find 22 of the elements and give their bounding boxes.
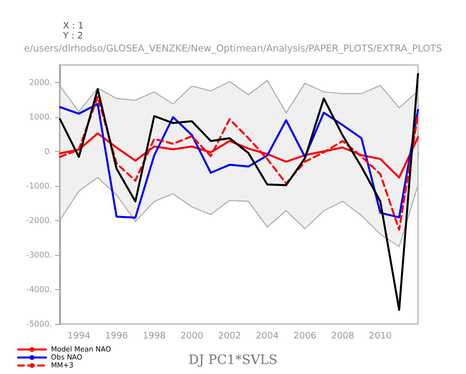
line-series (59, 72, 419, 311)
x-tick-label: 2010 (368, 332, 392, 342)
y-tick-label: -1000. (26, 181, 52, 190)
x-tick-label: 1996 (105, 332, 128, 342)
y-tick-label: -3000. (26, 250, 52, 260)
y-tick-label: 0. (44, 146, 52, 156)
text: X : 1 (63, 22, 84, 32)
y-tick-label: -5000. (26, 320, 52, 328)
x-tick-label: 2002 (218, 332, 242, 342)
y-tick-label: -4000. (26, 284, 52, 294)
text: Y : 2 (62, 32, 83, 42)
x-tick-label: 1994 (67, 332, 91, 342)
y-tick-label: 2000. (29, 78, 52, 87)
x-tick-label: 2008 (331, 332, 354, 342)
x-tick-label: 2000 (180, 332, 204, 342)
y-tick-label: -2000. (26, 216, 52, 225)
text: e/users/dlrhodso/GLOSEA_VENZKE/New_Optimean/Analysis/PAPER_PLOTS/EXTRA_PLOTS (24, 44, 442, 54)
text: DJ PC1*SVLS (188, 353, 278, 368)
y-tick-label: 1000. (29, 112, 52, 122)
x-tick-label: 2006 (293, 332, 317, 342)
x-tick-label: 1998 (142, 332, 166, 342)
x-tick-label: 2004 (256, 332, 279, 342)
